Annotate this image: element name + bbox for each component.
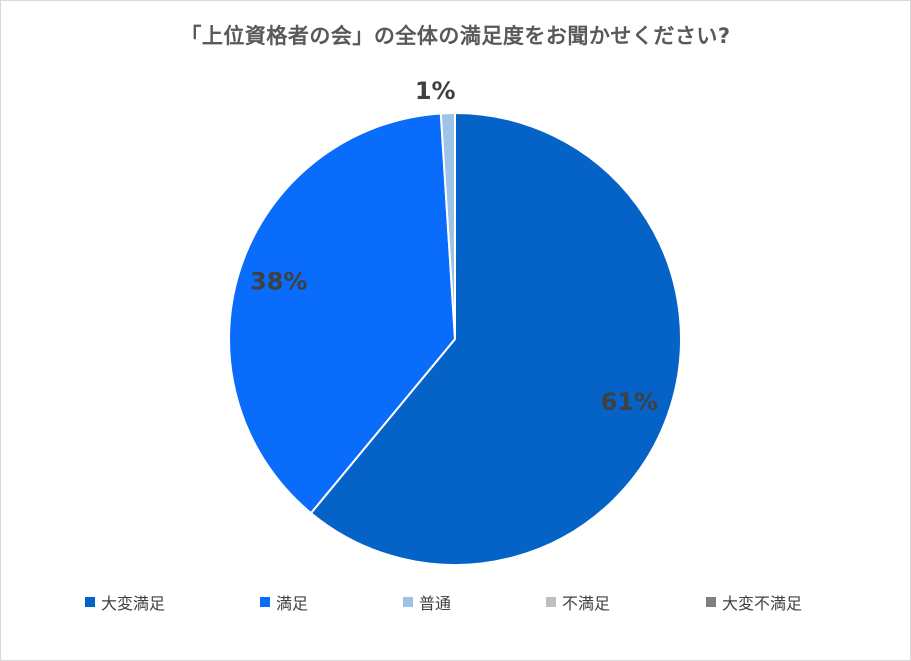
- pie-slice-very-satisfied: [309, 111, 682, 566]
- legend-item-very-satisfied: 大変満足: [85, 590, 165, 614]
- legend-swatch: [85, 597, 95, 607]
- pie-slice-neutral: [439, 111, 456, 340]
- pie-slice-satisfied: [228, 112, 457, 515]
- legend-swatch: [546, 597, 556, 607]
- data-label-neutral: 1%: [415, 77, 456, 105]
- legend-swatch: [403, 597, 413, 607]
- chart-title: 「上位資格者の会」の全体の満足度をお聞かせください?: [180, 24, 731, 48]
- legend-swatch: [260, 597, 270, 607]
- legend-item-very-dissatisfied: 大変不満足: [706, 590, 802, 614]
- legend: 大変満足 満足 普通 不満足 大変不満足: [0, 590, 911, 614]
- legend-label: 大変不満足: [722, 594, 803, 613]
- legend-label: 普通: [419, 594, 452, 613]
- legend-label: 満足: [276, 594, 309, 613]
- legend-label: 不満足: [562, 594, 611, 613]
- legend-item-satisfied: 満足: [260, 590, 308, 614]
- data-label-satisfied: 38%: [250, 268, 307, 296]
- legend-swatch: [706, 597, 716, 607]
- legend-item-neutral: 普通: [403, 590, 451, 614]
- legend-item-dissatisfied: 不満足: [546, 590, 610, 614]
- legend-label: 大変満足: [101, 594, 166, 613]
- data-label-very-satisfied: 61%: [601, 388, 658, 416]
